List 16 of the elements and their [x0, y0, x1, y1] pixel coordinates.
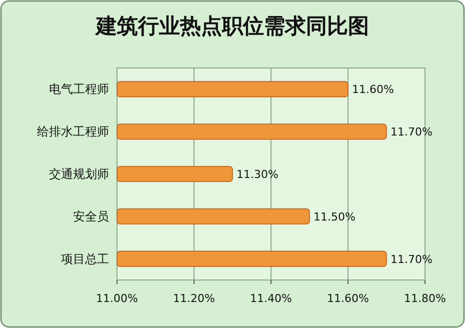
x-tick-label: 11.60% [327, 292, 369, 305]
y-tick-label: 交通规划师 [49, 167, 109, 181]
x-tick-label: 11.00% [96, 292, 138, 305]
y-tick-label: 项目总工 [61, 252, 109, 266]
data-label: 11.70% [390, 252, 432, 266]
data-label: 11.50% [314, 210, 356, 224]
x-tick-label: 11.40% [250, 292, 292, 305]
data-label: 11.30% [236, 168, 278, 181]
y-tick-label: 安全员 [73, 209, 109, 224]
x-tick-label: 11.20% [173, 292, 215, 305]
y-tick-label: 电气工程师 [49, 82, 109, 96]
chart-title: 建筑行业热点职位需求同比图 [94, 14, 369, 38]
data-label: 11.60% [352, 83, 394, 96]
y-tick-label: 给排水工程师 [37, 124, 109, 139]
data-label: 11.70% [390, 126, 432, 139]
x-tick-label: 11.80% [404, 292, 446, 305]
